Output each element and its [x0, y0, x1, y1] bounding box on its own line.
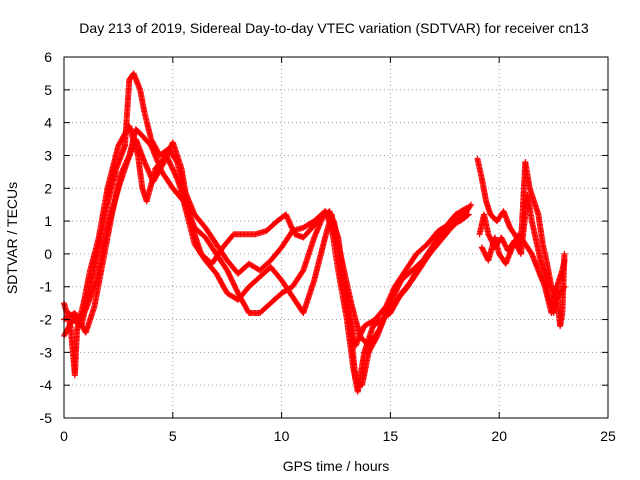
- y-tick-label: -2: [40, 312, 53, 328]
- y-tick-label: -5: [40, 410, 53, 426]
- y-tick-label: 4: [44, 115, 52, 131]
- x-tick-label: 10: [274, 428, 290, 444]
- y-tick-label: -1: [40, 279, 53, 295]
- y-tick-label: 3: [44, 147, 52, 163]
- x-tick-label: 20: [491, 428, 507, 444]
- x-tick-label: 5: [169, 428, 177, 444]
- data-point: [464, 212, 471, 219]
- y-tick-label: -4: [40, 377, 53, 393]
- y-tick-label: -3: [40, 344, 53, 360]
- plot-series: [61, 70, 568, 395]
- y-tick-label: 0: [44, 246, 52, 262]
- x-tick-label: 15: [383, 428, 399, 444]
- y-axis-label: SDTVAR / TECUs: [4, 182, 20, 294]
- y-tick-label: 1: [44, 213, 52, 229]
- x-tick-label: 25: [600, 428, 616, 444]
- y-tick-label: 6: [44, 49, 52, 65]
- x-tick-label: 0: [60, 428, 68, 444]
- y-tick-label: 2: [44, 180, 52, 196]
- chart-title: Day 213 of 2019, Sidereal Day-to-day VTE…: [79, 20, 589, 36]
- series-sat-d: [65, 136, 472, 349]
- data-point: [467, 202, 474, 209]
- data-point: [467, 201, 474, 208]
- y-tick-label: 5: [44, 82, 52, 98]
- data-point: [465, 211, 472, 218]
- x-axis-label: GPS time / hours: [283, 458, 390, 474]
